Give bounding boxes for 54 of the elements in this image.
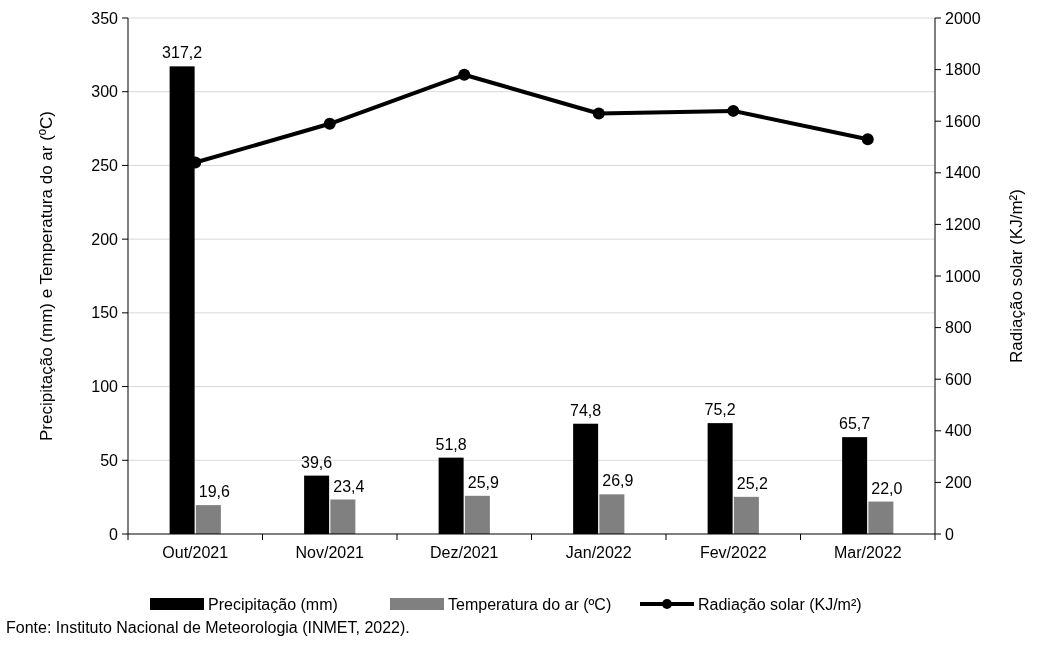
bar bbox=[599, 494, 625, 534]
bar bbox=[733, 496, 759, 534]
y-tick-label: 50 bbox=[100, 451, 119, 469]
source-note: Fonte: Instituto Nacional de Meteorologia (INMET, 2022). bbox=[6, 619, 410, 636]
data-label: 74,8 bbox=[570, 401, 602, 419]
y2-tick-label: 0 bbox=[945, 525, 954, 543]
y-tick-label: 350 bbox=[91, 9, 119, 27]
y2-tick-label: 1800 bbox=[945, 61, 981, 79]
y-tick-label: 100 bbox=[91, 378, 119, 396]
data-label: 75,2 bbox=[704, 401, 736, 419]
y2-tick-label: 2000 bbox=[945, 9, 981, 27]
point bbox=[323, 117, 336, 130]
legend-label: Temperatura do ar (ºC) bbox=[448, 595, 612, 613]
y-tick-label: 300 bbox=[91, 83, 119, 101]
data-label: 23,4 bbox=[333, 477, 365, 495]
y-tick-label: 0 bbox=[109, 525, 119, 543]
point bbox=[861, 133, 874, 146]
y2-axis-title: Radiação solar (KJ/m²) bbox=[1007, 189, 1026, 363]
data-label: 51,8 bbox=[435, 435, 467, 453]
y2-tick-label: 1600 bbox=[945, 112, 981, 130]
data-label: 317,2 bbox=[162, 44, 203, 62]
bar bbox=[330, 499, 356, 534]
x-tick-label: Mar/2022 bbox=[833, 544, 902, 561]
y-axis-title: Precipitação (mm) e Temperatura do ar (ºC) bbox=[37, 111, 56, 441]
data-label: 19,6 bbox=[198, 483, 231, 501]
data-label: 25,9 bbox=[467, 473, 500, 491]
point bbox=[727, 104, 740, 117]
y2-tick-label: 600 bbox=[945, 370, 972, 388]
point bbox=[458, 68, 471, 81]
y2-tick-label: 1000 bbox=[945, 267, 981, 285]
data-label: 26,9 bbox=[602, 472, 634, 490]
bar bbox=[868, 501, 894, 534]
data-label: 22,0 bbox=[871, 479, 903, 497]
y2-tick-label: 400 bbox=[945, 422, 972, 440]
data-label: 39,6 bbox=[301, 453, 333, 471]
y-tick-label: 150 bbox=[91, 304, 119, 322]
y2-tick-label: 200 bbox=[945, 474, 972, 491]
y2-tick-label: 1200 bbox=[945, 216, 981, 233]
data-label: 25,2 bbox=[736, 474, 769, 492]
x-tick-label: Nov/2021 bbox=[295, 544, 365, 561]
x-tick-label: Jan/2022 bbox=[565, 544, 632, 561]
legend-label: Precipitação (mm) bbox=[208, 595, 338, 613]
bar bbox=[464, 495, 490, 534]
data-label: 65,7 bbox=[839, 415, 871, 433]
legend-label: Radiação solar (KJ/m²) bbox=[698, 595, 862, 613]
x-tick-label: Out/2021 bbox=[162, 544, 229, 561]
x-tick-label: Fev/2022 bbox=[699, 544, 767, 561]
y-tick-label: 200 bbox=[91, 230, 119, 248]
x-tick-label: Dez/2021 bbox=[430, 544, 499, 561]
y2-tick-label: 1400 bbox=[945, 164, 981, 182]
y2-tick-label: 800 bbox=[945, 319, 972, 337]
point bbox=[592, 107, 605, 120]
y-tick-label: 250 bbox=[91, 157, 119, 175]
bar bbox=[195, 505, 221, 534]
